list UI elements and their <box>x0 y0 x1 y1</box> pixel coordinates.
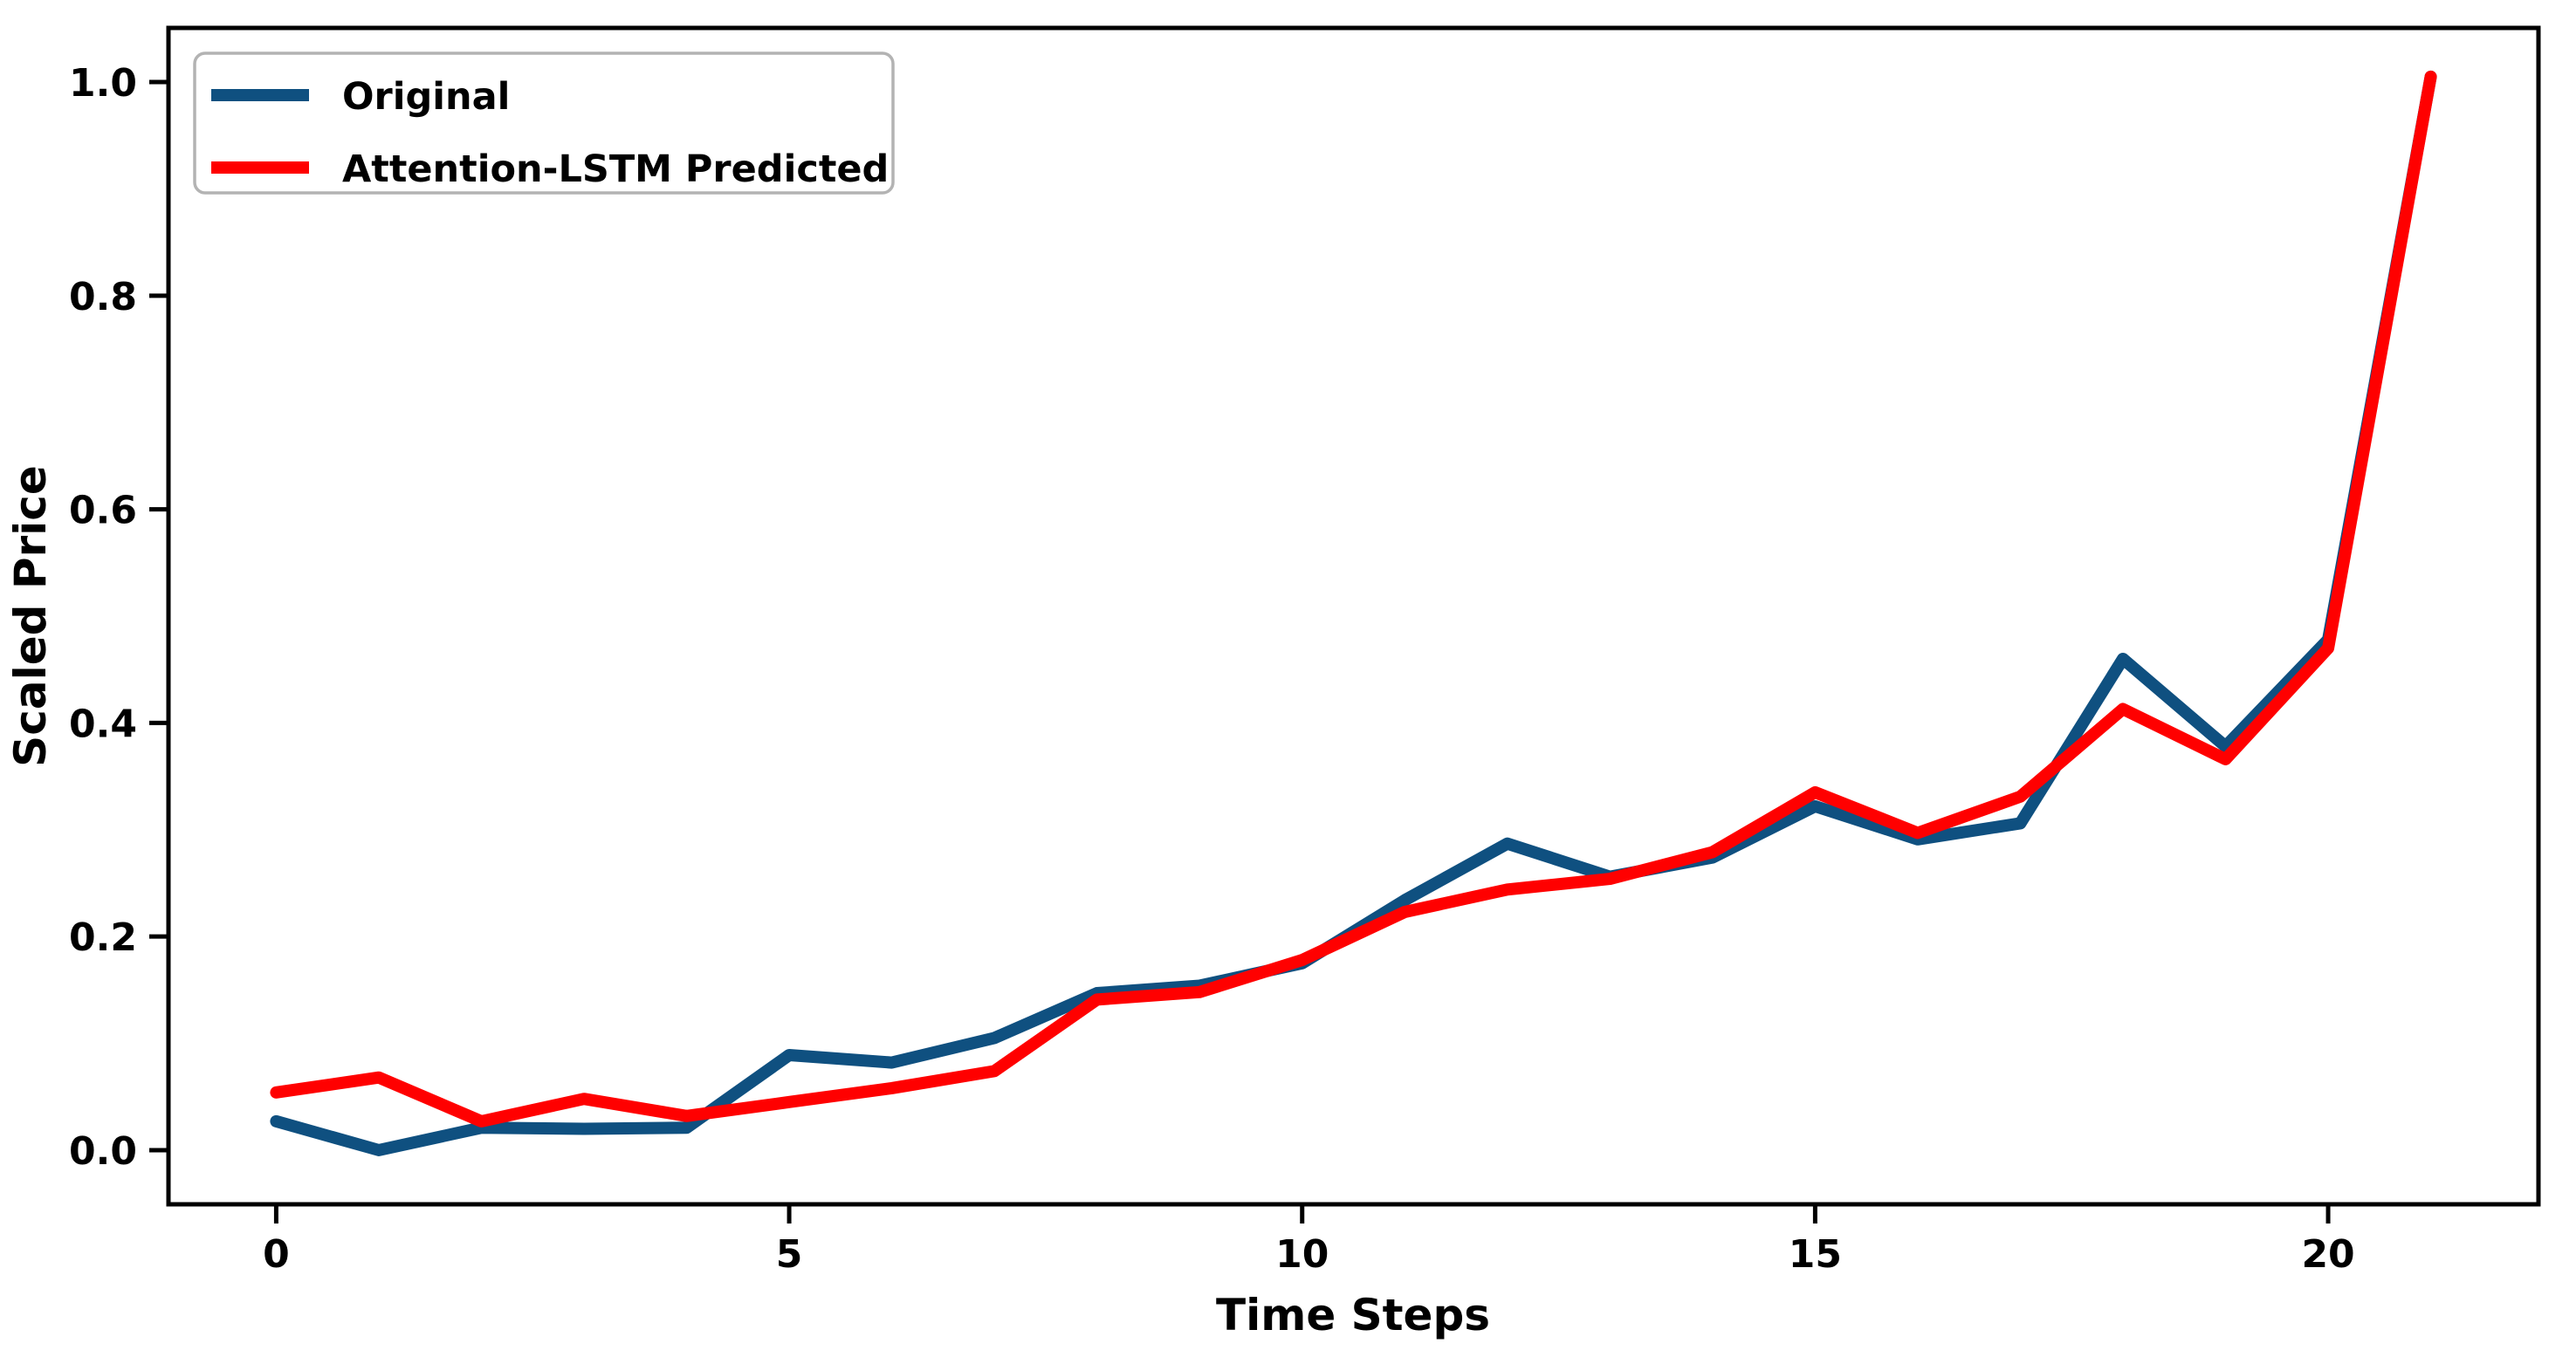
x-tick-label: 20 <box>2301 1232 2354 1277</box>
x-axis-ticks: 0 5 10 15 20 <box>263 1204 2355 1277</box>
legend-box <box>193 51 895 195</box>
x-tick-label: 5 <box>776 1232 803 1277</box>
y-tick-label: 1.0 <box>69 61 137 106</box>
plot-border <box>166 25 2541 1207</box>
x-tick-label: 15 <box>1789 1232 1842 1277</box>
x-tick-label: 0 <box>263 1232 290 1277</box>
y-axis-label: Scaled Price <box>5 465 56 767</box>
y-tick-label: 0.2 <box>69 915 137 960</box>
legend-label-predicted: Attention-LSTM Predicted <box>342 147 889 191</box>
plot-area <box>168 28 2538 1204</box>
x-tick-label: 10 <box>1275 1232 1329 1277</box>
y-tick-label: 0.0 <box>69 1129 137 1174</box>
y-axis-ticks: 0.0 0.2 0.4 0.6 0.8 1.0 <box>69 61 168 1174</box>
y-tick-label: 0.8 <box>69 275 137 319</box>
y-tick-label: 0.4 <box>69 702 137 746</box>
series-lines <box>270 70 2437 1156</box>
legend-label-original: Original <box>342 75 510 119</box>
x-axis-label: Time Steps <box>1216 1290 1490 1340</box>
series-line-attention-lstm-predicted <box>270 70 2437 1128</box>
legend: Original Attention-LSTM Predicted <box>193 51 895 195</box>
y-tick-label: 0.6 <box>69 489 137 533</box>
